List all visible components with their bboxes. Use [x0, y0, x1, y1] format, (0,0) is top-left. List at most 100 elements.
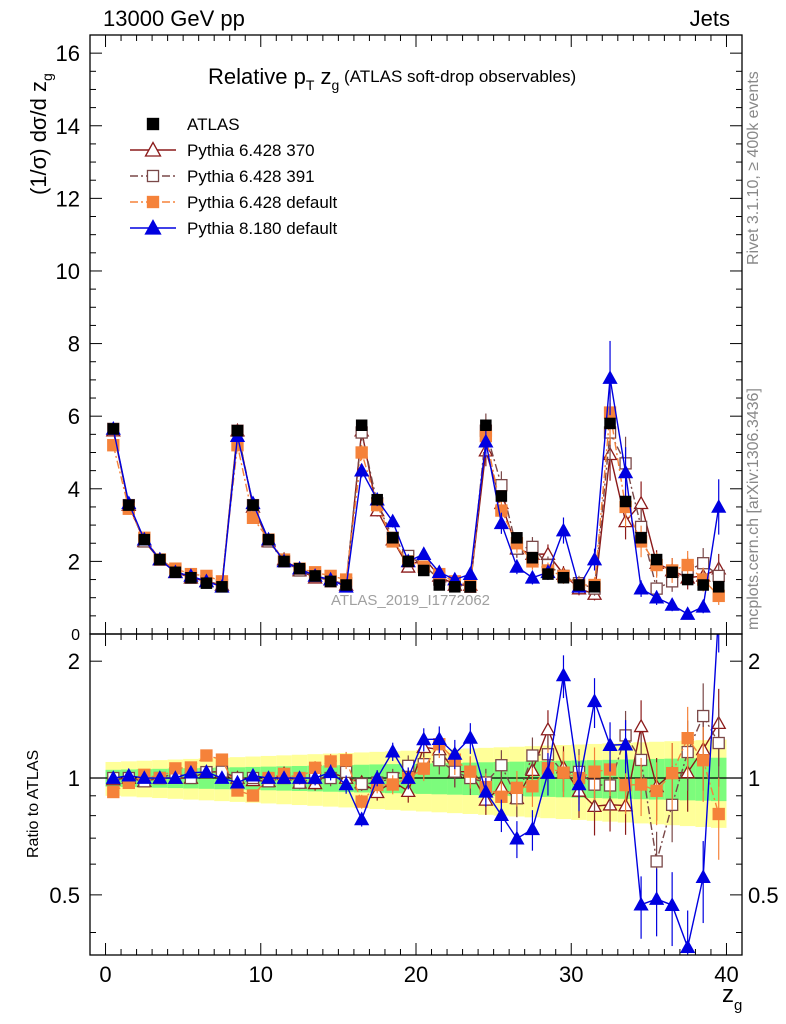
marker [386, 778, 399, 791]
y-tick-label: 16 [56, 41, 80, 66]
series-line [112, 428, 720, 590]
ratio-tick-label: 2 [68, 649, 80, 674]
x-axis-label: zg [722, 981, 742, 1014]
marker [214, 770, 230, 784]
marker [183, 764, 199, 779]
marker [557, 766, 570, 779]
marker [433, 579, 446, 591]
marker [493, 515, 509, 530]
marker [664, 897, 680, 911]
marker [260, 770, 277, 784]
marker [167, 770, 183, 784]
marker [121, 767, 137, 782]
marker [247, 499, 259, 511]
series-line [113, 634, 719, 950]
legend-entry: Pythia 6.428 391 [130, 167, 315, 186]
marker [681, 558, 694, 572]
series-line [112, 377, 720, 615]
marker [602, 737, 618, 751]
marker [185, 571, 197, 584]
marker [571, 776, 587, 791]
marker [462, 566, 478, 580]
x-tick-label: 40 [714, 962, 738, 987]
ratio-tick-label: 1 [68, 766, 80, 791]
marker [619, 778, 632, 792]
series-line [112, 736, 720, 815]
marker [371, 493, 383, 506]
marker [169, 566, 182, 579]
marker [617, 464, 634, 479]
marker [510, 781, 524, 795]
band-inner [431, 763, 448, 795]
legend-label: Pythia 6.428 391 [187, 167, 315, 186]
marker [617, 736, 634, 751]
marker [262, 533, 275, 546]
marker [355, 795, 368, 808]
marker [146, 117, 160, 131]
marker [400, 770, 416, 784]
marker [462, 730, 478, 744]
marker [681, 732, 694, 745]
marker [447, 746, 463, 760]
ratio-tick-label: 0.5 [49, 883, 80, 908]
ratio-tick-label-right: 1 [748, 766, 760, 791]
marker [604, 417, 616, 430]
header-energy: 13000 GeV pp [103, 6, 245, 31]
marker [417, 762, 430, 775]
marker [712, 569, 725, 583]
legend-entry: ATLAS [146, 115, 240, 134]
marker [307, 770, 323, 784]
marker [650, 855, 663, 868]
marker [152, 770, 168, 784]
marker [633, 718, 649, 733]
svg-text:Ratio to ATLAS: Ratio to ATLAS [25, 750, 42, 858]
marker [602, 370, 618, 384]
marker [712, 807, 725, 821]
marker [588, 765, 601, 778]
marker [478, 433, 494, 448]
marker [712, 605, 725, 617]
marker [586, 551, 603, 566]
marker [649, 891, 665, 905]
marker [526, 540, 539, 554]
marker [385, 513, 401, 528]
marker [509, 830, 525, 845]
marker [291, 770, 308, 784]
marker [229, 774, 246, 789]
ratio-axis-label: Ratio to ATLAS [25, 750, 42, 858]
marker [198, 764, 215, 778]
marker [526, 780, 539, 793]
marker [338, 776, 354, 791]
marker [339, 754, 353, 767]
marker [478, 783, 494, 798]
ratio-tick-label-right: 0.5 [748, 883, 779, 908]
marker [464, 581, 477, 593]
marker [540, 721, 556, 736]
marker [464, 765, 477, 778]
marker [309, 570, 321, 582]
marker [526, 552, 539, 564]
marker [542, 568, 554, 580]
y-tick-label: 10 [56, 259, 80, 284]
marker [493, 807, 509, 821]
marker [695, 869, 711, 883]
ratio-panel-series [105, 605, 727, 955]
marker [276, 770, 292, 784]
series-1-main [107, 403, 725, 598]
marker [633, 896, 649, 911]
header-process: Jets [689, 6, 730, 31]
marker [246, 789, 260, 802]
marker [323, 764, 339, 779]
y-tick-label: 14 [56, 114, 80, 139]
marker [107, 785, 120, 799]
y-tick-label: 6 [68, 404, 80, 429]
marker [355, 777, 368, 791]
marker [695, 598, 711, 613]
marker [245, 767, 261, 782]
marker [200, 749, 213, 762]
marker [495, 759, 508, 772]
x-tick-label: 10 [249, 962, 273, 987]
marker [354, 462, 370, 477]
legend-label: Pythia 6.428 default [187, 193, 338, 212]
